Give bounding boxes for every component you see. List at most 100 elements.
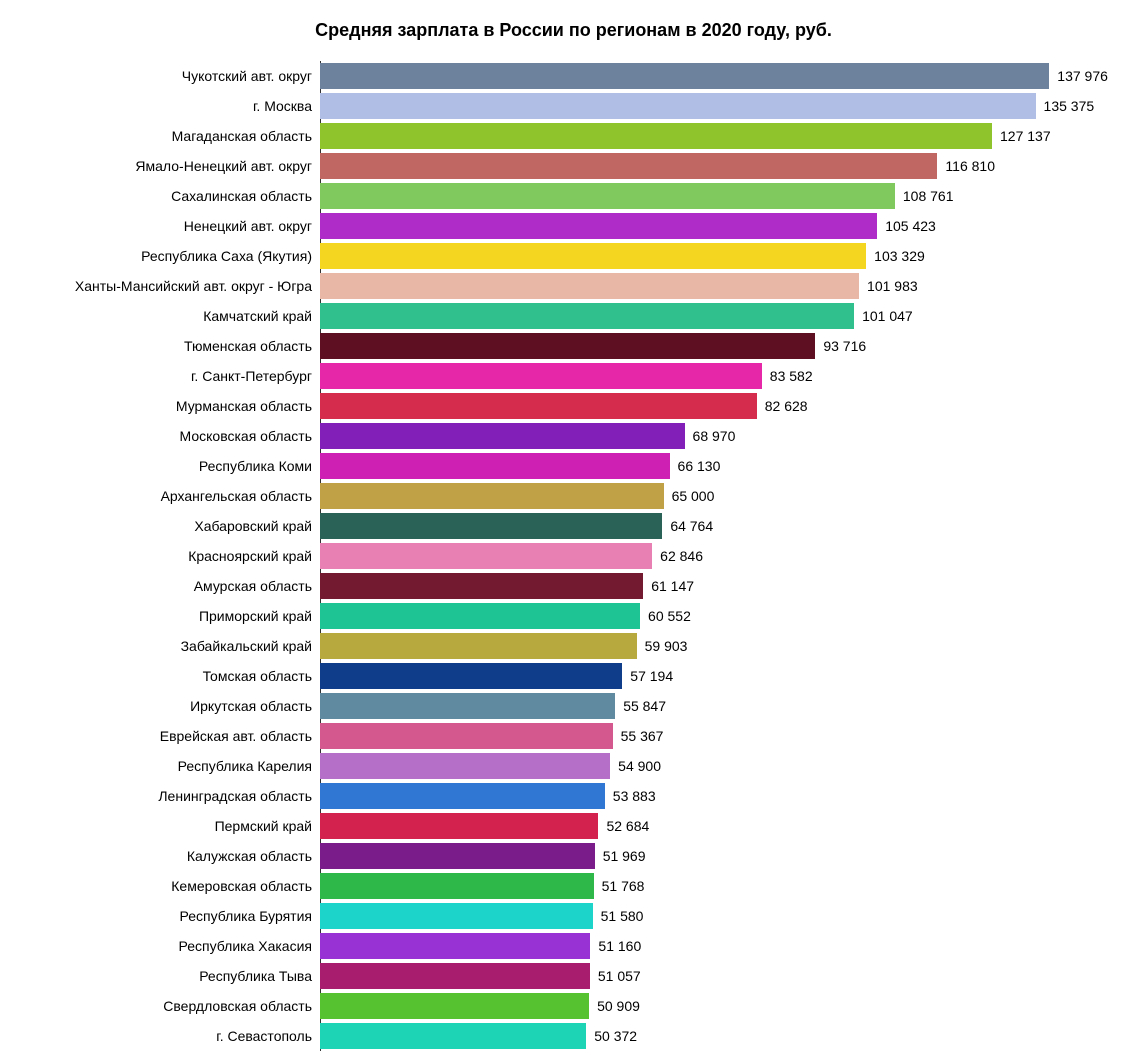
bar-track: 66 130 <box>320 453 1127 479</box>
bar-label: Пермский край <box>20 818 320 834</box>
bar-label: Республика Карелия <box>20 758 320 774</box>
bar-track: 59 903 <box>320 633 1127 659</box>
bar <box>320 483 664 509</box>
bar-value: 51 768 <box>594 878 645 894</box>
bar-row: Приморский край60 552 <box>20 601 1127 631</box>
bar <box>320 723 613 749</box>
bar-row: Архангельская область65 000 <box>20 481 1127 511</box>
bar-track: 108 761 <box>320 183 1127 209</box>
bar <box>320 573 643 599</box>
bar-value: 51 969 <box>595 848 646 864</box>
bar-track: 55 847 <box>320 693 1127 719</box>
bar-label: Республика Саха (Якутия) <box>20 248 320 264</box>
bar <box>320 513 662 539</box>
bar-label: Свердловская область <box>20 998 320 1014</box>
bar-track: 137 976 <box>320 63 1127 89</box>
bar-value: 51 160 <box>590 938 641 954</box>
bar-row: Забайкальский край59 903 <box>20 631 1127 661</box>
bar-value: 64 764 <box>662 518 713 534</box>
bar-row: Еврейская авт. область55 367 <box>20 721 1127 751</box>
bar <box>320 603 640 629</box>
bar-label: Ненецкий авт. округ <box>20 218 320 234</box>
bar-row: Калужская область51 969 <box>20 841 1127 871</box>
bar-row: Республика Саха (Якутия)103 329 <box>20 241 1127 271</box>
bar-track: 51 768 <box>320 873 1127 899</box>
bar-label: Кемеровская область <box>20 878 320 894</box>
bar-track: 55 367 <box>320 723 1127 749</box>
bar-track: 51 057 <box>320 963 1127 989</box>
bar-row: Сахалинская область108 761 <box>20 181 1127 211</box>
bar-track: 62 846 <box>320 543 1127 569</box>
bar-label: Мурманская область <box>20 398 320 414</box>
bar-label: Республика Тыва <box>20 968 320 984</box>
bar-track: 83 582 <box>320 363 1127 389</box>
bar-value: 101 983 <box>859 278 918 294</box>
bar-label: Еврейская авт. область <box>20 728 320 744</box>
bar-label: Хабаровский край <box>20 518 320 534</box>
chart-area: Чукотский авт. округ137 976г. Москва135 … <box>20 61 1127 1051</box>
bar-row: Тюменская область93 716 <box>20 331 1127 361</box>
bar-label: г. Севастополь <box>20 1028 320 1044</box>
bar <box>320 1023 586 1049</box>
bar-track: 93 716 <box>320 333 1127 359</box>
bar <box>320 183 895 209</box>
bar-track: 54 900 <box>320 753 1127 779</box>
bar <box>320 423 685 449</box>
bar-value: 62 846 <box>652 548 703 564</box>
bar <box>320 153 937 179</box>
bar-label: Чукотский авт. округ <box>20 68 320 84</box>
bar <box>320 333 815 359</box>
bar <box>320 663 622 689</box>
bar-track: 61 147 <box>320 573 1127 599</box>
bar-row: Республика Бурятия51 580 <box>20 901 1127 931</box>
bar <box>320 543 652 569</box>
bar-row: Ханты-Мансийский авт. округ - Югра101 98… <box>20 271 1127 301</box>
bar <box>320 303 854 329</box>
bar-track: 52 684 <box>320 813 1127 839</box>
bar-row: Московская область68 970 <box>20 421 1127 451</box>
bar-track: 53 883 <box>320 783 1127 809</box>
bar-label: Иркутская область <box>20 698 320 714</box>
bar-track: 135 375 <box>320 93 1127 119</box>
bar <box>320 633 637 659</box>
bar-label: Архангельская область <box>20 488 320 504</box>
bar-value: 83 582 <box>762 368 813 384</box>
bar-label: Магаданская область <box>20 128 320 144</box>
bar-label: Красноярский край <box>20 548 320 564</box>
bar <box>320 63 1049 89</box>
bar-value: 59 903 <box>637 638 688 654</box>
bar <box>320 213 877 239</box>
bar-value: 116 810 <box>937 158 995 174</box>
bar <box>320 123 992 149</box>
bar-row: Иркутская область 55 847 <box>20 691 1127 721</box>
bar-track: 127 137 <box>320 123 1127 149</box>
bar-value: 108 761 <box>895 188 954 204</box>
bar-track: 116 810 <box>320 153 1127 179</box>
bar-track: 65 000 <box>320 483 1127 509</box>
bar-row: г. Москва135 375 <box>20 91 1127 121</box>
bar-value: 50 372 <box>586 1028 637 1044</box>
bars-container: Чукотский авт. округ137 976г. Москва135 … <box>20 61 1127 1051</box>
bar-row: Свердловская область50 909 <box>20 991 1127 1021</box>
bar-label: Камчатский край <box>20 308 320 324</box>
bar-track: 101 047 <box>320 303 1127 329</box>
bar-label: Тюменская область <box>20 338 320 354</box>
bar-track: 105 423 <box>320 213 1127 239</box>
bar <box>320 843 595 869</box>
bar-track: 64 764 <box>320 513 1127 539</box>
bar <box>320 393 757 419</box>
bar-value: 57 194 <box>622 668 673 684</box>
bar-label: Республика Хакасия <box>20 938 320 954</box>
bar-row: Хабаровский край 64 764 <box>20 511 1127 541</box>
bar-value: 55 847 <box>615 698 666 714</box>
bar <box>320 813 598 839</box>
bar-row: Магаданская область 127 137 <box>20 121 1127 151</box>
bar-value: 66 130 <box>670 458 721 474</box>
bar-value: 53 883 <box>605 788 656 804</box>
bar-value: 54 900 <box>610 758 661 774</box>
bar-value: 127 137 <box>992 128 1051 144</box>
bar-value: 61 147 <box>643 578 694 594</box>
bar-value: 51 057 <box>590 968 641 984</box>
bar-row: Республика Коми66 130 <box>20 451 1127 481</box>
bar-track: 50 372 <box>320 1023 1127 1049</box>
